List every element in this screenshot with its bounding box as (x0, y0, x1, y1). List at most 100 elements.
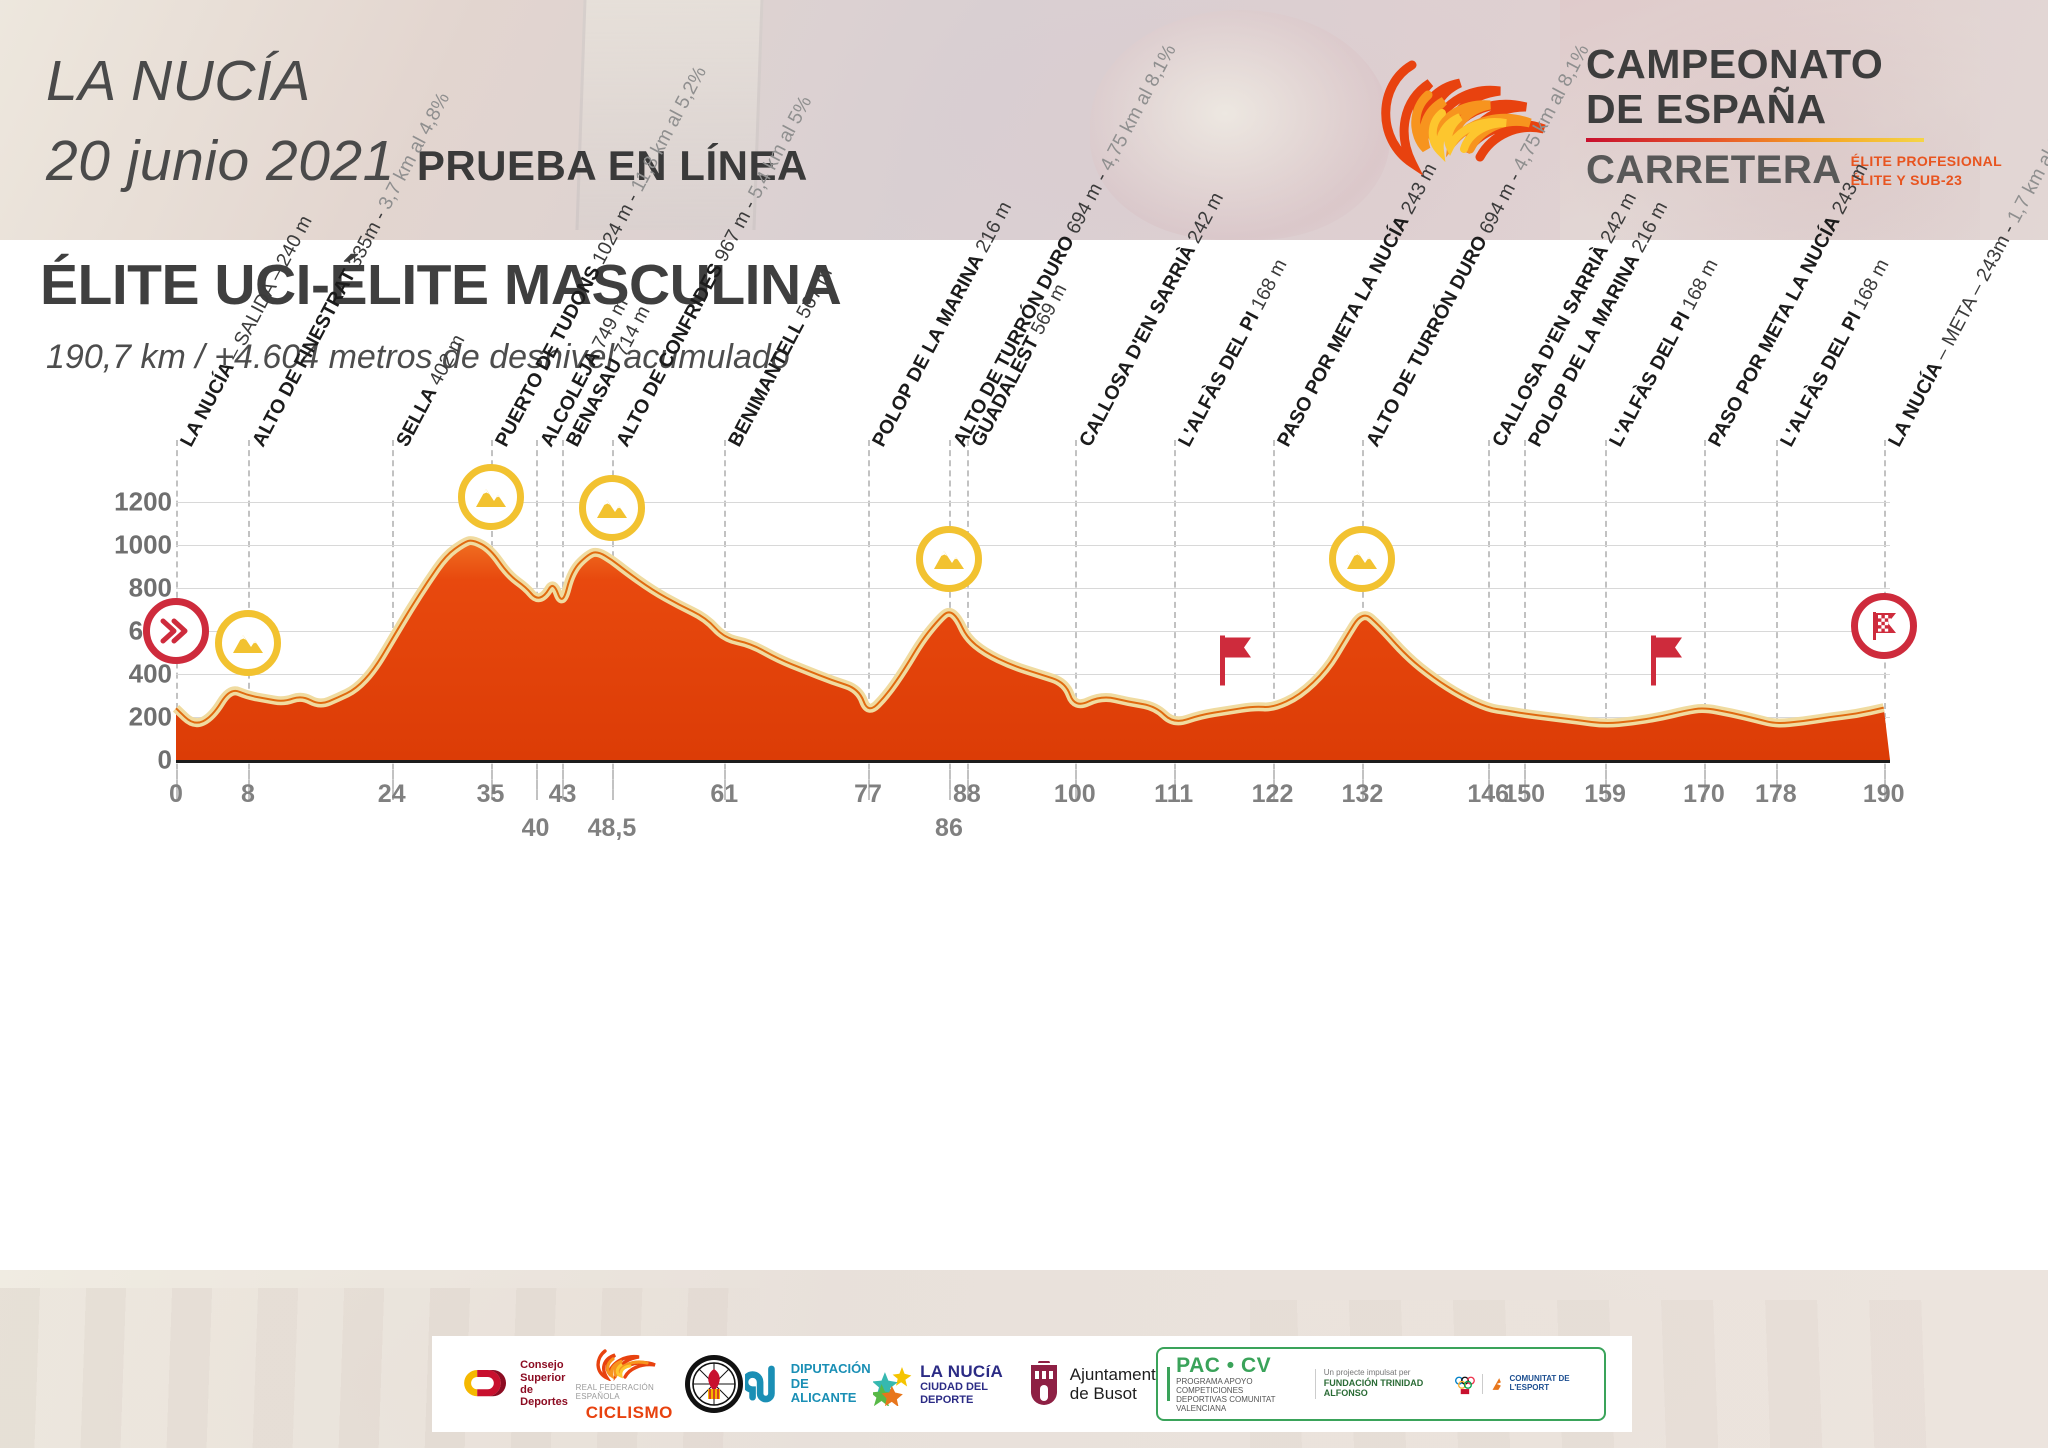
paccv-line-4: Un projecte impulsat per (1323, 1368, 1411, 1378)
horizontal-gridlines (176, 480, 1890, 760)
x-tick-mark (1488, 770, 1491, 796)
finish-marker (1850, 593, 1917, 660)
comunitat-esport-icon (1492, 1378, 1502, 1390)
x-tick-mark (1362, 770, 1365, 796)
x-axis-tick-35: 35 (476, 780, 505, 808)
sponsor-lanucia: LA NUCíA CIUDAD DEL DEPORTE (872, 1362, 1026, 1406)
brand-sub-1: ÉLITE PROFESIONAL (1850, 152, 2003, 169)
red-flag-icon (1219, 635, 1251, 686)
diputacion-text: DIPUTACIÓN DE ALICANTE (791, 1362, 873, 1406)
paccv-line-3: DEPORTIVAS COMUNITAT VALENCIANA (1176, 1394, 1276, 1413)
csd-line-1: Consejo (520, 1359, 564, 1372)
brand-line-1: CAMPEONATO (1586, 41, 1884, 88)
paccv-line-5: FUNDACIÓN TRINIDAD ALFONSO (1323, 1378, 1424, 1399)
x-axis-tick-178: 178 (1754, 780, 1797, 808)
gridline-400 (176, 673, 1890, 675)
y-axis-tick-1000: 1000 (114, 529, 172, 560)
x-tick-mark (1703, 770, 1706, 796)
checkered-flag-icon (1872, 612, 1896, 641)
brand-discipline: CARRETERA (1586, 147, 1842, 192)
x-tick-mark (948, 770, 951, 796)
mountain-icon (232, 635, 263, 654)
rfec-line-1: REAL FEDERACIÓN ESPAÑOLA (575, 1383, 654, 1401)
x-axis-tick-86: 86 (935, 814, 963, 842)
start-badge (143, 597, 209, 664)
busot-shield-icon (1030, 1361, 1057, 1405)
busot-text: Ajuntament de Busot (1070, 1365, 1156, 1403)
rfec-line-2: CICLISMO (585, 1403, 673, 1422)
diputacion-line-1: DIPUTACIÓN (790, 1361, 871, 1377)
x-axis-tick-159: 159 (1584, 780, 1626, 808)
csd-line-2: Superior (520, 1371, 566, 1384)
background-cyclist-photo (1090, 10, 1390, 240)
olympic-rings-icon (1454, 1376, 1475, 1395)
x-axis-tick-190: 190 (1862, 780, 1905, 808)
x-axis-tick-146: 146 (1467, 780, 1510, 808)
busot-line-1: Ajuntament (1069, 1364, 1156, 1384)
flame-cyclist-icon (1381, 60, 1546, 176)
intermediate-flag-marker (1648, 634, 1688, 693)
gridline-800 (176, 587, 1890, 589)
lanucia-line-1: LA NUCíA (920, 1362, 1004, 1382)
y-axis-tick-800: 800 (128, 572, 172, 603)
x-tick-mark (611, 770, 614, 796)
x-axis-tick-8: 8 (240, 780, 255, 808)
x-axis-tick-111: 111 (1154, 780, 1194, 808)
event-type-label: PRUEBA EN LÍNEA (416, 142, 808, 189)
climb-badge (578, 474, 645, 541)
rfec-flame-icon (596, 1349, 656, 1381)
mountain-icon (596, 499, 627, 518)
climb-marker (214, 610, 281, 677)
x-axis-tick-61: 61 (710, 780, 739, 808)
brand-line-2: DE ESPAÑA (1586, 85, 1827, 132)
x-tick-mark (535, 770, 538, 796)
y-axis-tick-400: 400 (128, 658, 172, 689)
x-axis-tick-170: 170 (1683, 780, 1725, 808)
x-tick-mark (490, 770, 493, 796)
x-tick-mark (868, 770, 871, 796)
y-axis-labels: 020040060080010001200 (96, 480, 172, 774)
lanucia-line-2: CIUDAD DEL DEPORTE (920, 1381, 988, 1406)
x-tick-mark (1883, 770, 1886, 796)
sponsor-bar: Consejo Superior de Deportes REAL FEDERA… (432, 1336, 1632, 1432)
brand-row-3: CARRETERA ÉLITE PROFESIONAL ÉLITE Y SUB-… (1586, 148, 2002, 193)
csd-line-3: de Deportes (520, 1384, 568, 1409)
x-tick-mark (391, 770, 394, 796)
red-flag-icon (1650, 635, 1682, 686)
lanucia-stars-icon (872, 1366, 912, 1406)
x-tick-mark (247, 770, 250, 796)
x-tick-mark (1524, 770, 1527, 796)
x-axis-tick-132: 132 (1341, 780, 1384, 808)
sponsor-fccv (683, 1353, 745, 1415)
paccv-line-6: COMUNITAT DE L'ESPORT (1509, 1374, 1570, 1392)
page-title-city: LA NUCÍA (46, 49, 311, 113)
event-hashtag: #CECostaBlanca21 (1222, 251, 1780, 320)
category-strip (0, 240, 1072, 323)
mountain-icon (1347, 550, 1378, 569)
mountain-icon (475, 488, 506, 507)
sponsor-busot: Ajuntament de Busot (1026, 1361, 1156, 1407)
fccv-seal-icon (684, 1355, 743, 1413)
climb-badge (457, 463, 524, 530)
poi-elevation: 168 m (1846, 255, 1894, 319)
diputacion-a-icon (744, 1365, 775, 1403)
x-axis-labels: 0 8 24 35 40 43 48,5 61 77 86 88 100 111 122 132 146 150… (169, 770, 1905, 860)
gridline-600 (176, 630, 1890, 632)
x-axis-tick-122: 122 (1251, 780, 1294, 808)
climb-marker (578, 474, 645, 541)
paccv-line-2: PROGRAMA APOYO COMPETICIONES (1176, 1376, 1253, 1395)
climb-marker (1329, 525, 1396, 592)
x-tick-mark (1272, 770, 1275, 796)
x-axis-tick-100: 100 (1053, 780, 1096, 808)
csd-logo-text: Consejo Superior de Deportes (520, 1359, 576, 1408)
climb-badge (214, 610, 281, 677)
x-tick-mark (1775, 770, 1778, 796)
y-axis-tick-0: 0 (157, 744, 172, 775)
gridline-1200 (176, 501, 1890, 503)
race-stats-subtitle: 190,7 km / +4.604 metros de desnivel acu… (46, 338, 790, 376)
brand-subcategories: ÉLITE PROFESIONAL ÉLITE Y SUB-23 (1851, 152, 2002, 193)
brand-text-block: CAMPEONATO DE ESPAÑA CARRETERA ÉLITE PRO… (1586, 42, 2002, 193)
x-tick-mark (966, 770, 969, 796)
x-tick-mark (1605, 770, 1608, 796)
chart-baseline (176, 760, 1890, 763)
